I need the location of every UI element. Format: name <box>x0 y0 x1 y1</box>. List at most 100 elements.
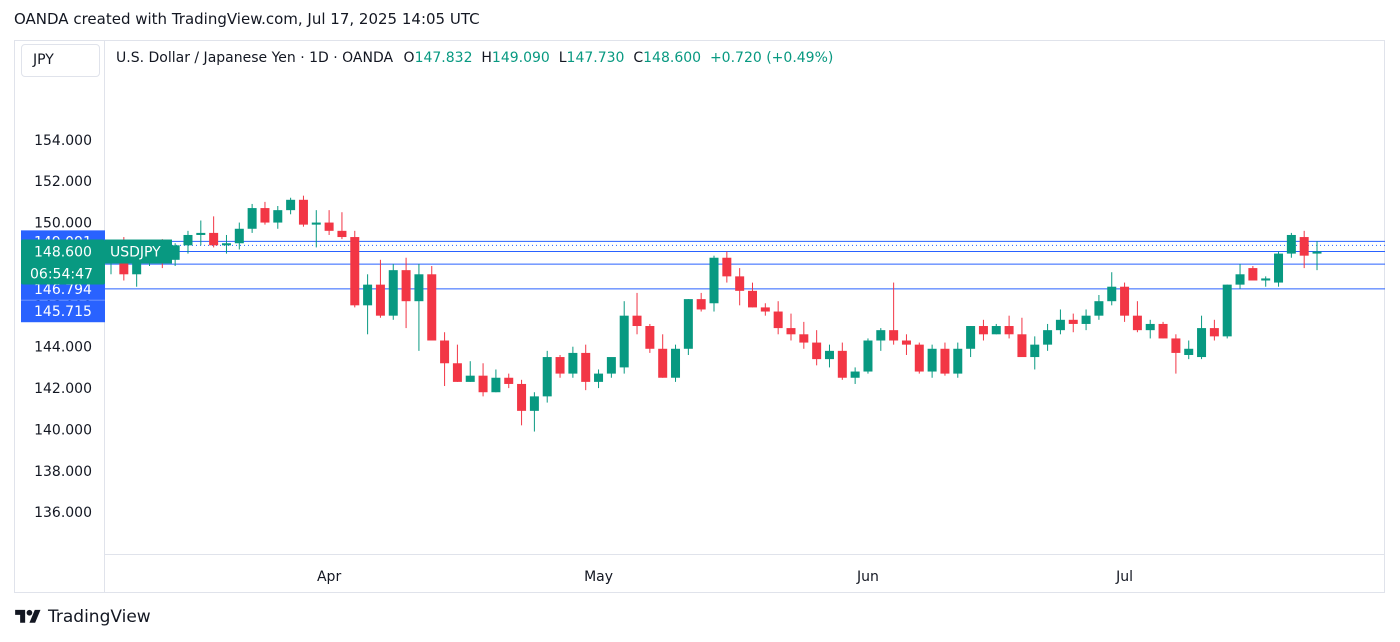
ticker-label: USDJPY <box>110 245 161 261</box>
candle-body <box>440 340 450 364</box>
candle-body <box>658 348 668 378</box>
low-label: L <box>558 50 567 66</box>
candle-body <box>812 342 822 360</box>
x-tick-label: Jun <box>856 569 879 585</box>
candle-body <box>478 375 488 393</box>
y-tick-label: 142.000 <box>34 381 92 397</box>
candle-body <box>452 363 462 382</box>
candle-body <box>735 276 745 291</box>
candle-body <box>555 357 565 374</box>
candle-body <box>837 350 847 378</box>
candle-body <box>966 326 976 349</box>
x-tick-label: Apr <box>317 569 341 585</box>
candle-body <box>465 375 475 382</box>
candle-body <box>1184 348 1194 355</box>
candle-body <box>901 340 911 345</box>
candle-body <box>1068 319 1078 324</box>
candle-body <box>273 210 283 223</box>
candle-body <box>1286 234 1296 254</box>
candle-body <box>850 371 860 378</box>
candle-body <box>1235 274 1245 285</box>
candle-body <box>1209 328 1219 337</box>
candle-body <box>234 228 244 244</box>
candle-body <box>324 222 334 231</box>
candle-body <box>632 315 642 327</box>
candle-body <box>799 334 809 343</box>
candle-body <box>1030 344 1040 358</box>
bar-countdown: 06:54:47 <box>30 267 93 283</box>
candle-body <box>773 311 783 329</box>
candle-body <box>1107 286 1117 302</box>
candle-body <box>491 377 501 393</box>
candle-body <box>337 230 347 238</box>
candle-body <box>1261 278 1271 281</box>
candle-body <box>517 383 527 411</box>
candle-body <box>401 270 411 302</box>
candle-body <box>1158 323 1168 339</box>
y-tick-label: 144.000 <box>34 340 92 356</box>
candle-body <box>645 326 655 349</box>
x-tick-label: Jul <box>1115 569 1133 585</box>
time-axis-separator <box>104 554 1385 555</box>
candle-body <box>594 373 604 382</box>
candle-body <box>619 315 629 368</box>
candle-body <box>414 274 424 302</box>
y-tick-label: 136.000 <box>34 505 92 521</box>
candle-body <box>1274 253 1284 283</box>
candle-body <box>991 326 1001 335</box>
candle-body <box>722 257 732 277</box>
footer-brand[interactable]: TradingView <box>14 607 151 627</box>
chart-frame <box>14 40 1385 593</box>
candle-body <box>1197 328 1207 358</box>
candle-body <box>221 243 231 246</box>
candle-body <box>1081 315 1091 324</box>
candle-body <box>940 348 950 374</box>
price-tag-label: 146.794 <box>34 282 92 298</box>
y-tick-label: 150.000 <box>34 216 92 232</box>
high-label: H <box>481 50 492 66</box>
candle-body <box>1055 319 1065 331</box>
candle-body <box>170 245 180 260</box>
candle-body <box>260 208 270 223</box>
candle-body <box>1094 301 1104 316</box>
y-tick-label: 154.000 <box>34 133 92 149</box>
candle-body <box>542 357 552 397</box>
candle-body <box>786 328 796 335</box>
last-price-value: 148.600 <box>34 245 92 261</box>
candle-body <box>863 340 873 372</box>
brand-name: TradingView <box>48 607 151 627</box>
candle-body <box>748 290 757 308</box>
ticker-tag <box>105 239 172 264</box>
candle-body <box>683 299 693 349</box>
currency-selector[interactable]: JPY <box>21 44 100 77</box>
candle-body <box>1017 334 1027 358</box>
candle-body <box>876 330 886 341</box>
close-value: 148.600 <box>643 50 702 66</box>
candle-body <box>914 344 924 372</box>
candle-body <box>1299 237 1309 256</box>
candle-body <box>247 208 257 229</box>
candle-body <box>1145 323 1155 331</box>
candle-body <box>581 352 591 382</box>
candle-body <box>196 232 206 235</box>
candle-body <box>298 199 308 225</box>
candle-body <box>529 396 539 411</box>
candle-body <box>760 307 770 312</box>
candle-body <box>1248 268 1258 281</box>
candle-body <box>504 377 514 384</box>
candle-body <box>1171 338 1181 353</box>
candle-body <box>375 284 385 316</box>
chart-caption: OANDA created with TradingView.com, Jul … <box>14 10 480 28</box>
candle-body <box>1312 251 1322 254</box>
change-value: +0.720 (+0.49%) <box>709 50 834 66</box>
symbol-legend: U.S. Dollar / Japanese Yen · 1D · OANDA … <box>116 50 833 66</box>
candle-body <box>953 348 963 374</box>
candle-body <box>889 330 899 341</box>
candle-body <box>1222 284 1232 337</box>
open-label: O <box>403 50 415 66</box>
high-value: 149.090 <box>491 50 550 66</box>
candle-body <box>1004 326 1014 335</box>
candle-body <box>1043 330 1053 345</box>
candle-body <box>388 270 398 316</box>
